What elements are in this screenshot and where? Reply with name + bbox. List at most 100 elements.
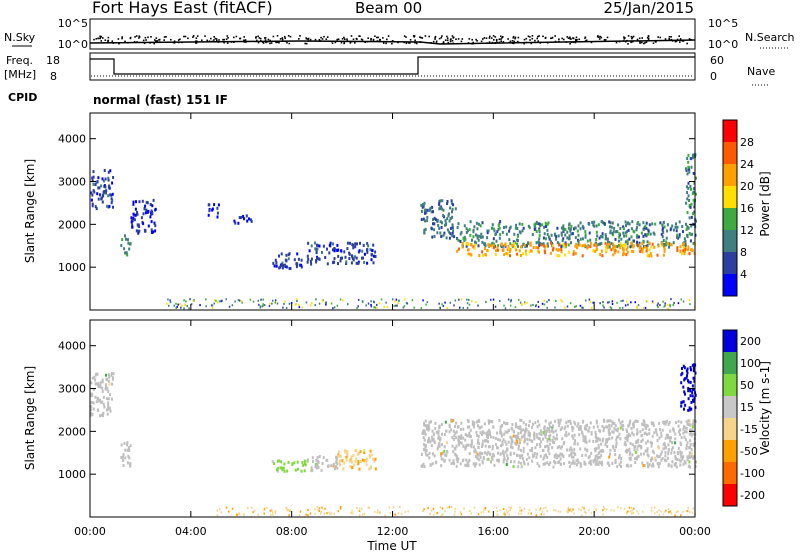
power-cell <box>533 228 536 231</box>
power-cell <box>606 246 609 250</box>
velocity-cell <box>597 443 600 447</box>
power-cell <box>685 228 688 231</box>
noise-dot <box>144 36 147 39</box>
velocity-cell <box>511 446 514 450</box>
velocity-cell <box>675 465 678 469</box>
noise-dot <box>97 37 100 40</box>
velocity-cell <box>537 419 539 423</box>
velocity-cell <box>474 464 477 468</box>
velocity-cell <box>654 512 656 515</box>
noise-dot <box>372 38 375 41</box>
power-cell <box>107 194 110 198</box>
power-cell <box>684 241 687 245</box>
power-cell <box>451 234 454 238</box>
power-cell <box>516 239 519 243</box>
velocity-cell <box>543 454 546 458</box>
power-cell <box>617 223 620 227</box>
velocity-cell <box>560 426 563 430</box>
velocity-cell <box>528 438 531 442</box>
noise-dot <box>99 37 101 40</box>
velocity-cell <box>630 426 633 430</box>
velocity-cell <box>690 452 693 456</box>
velocity-cell <box>457 457 460 461</box>
power-cell <box>498 226 501 230</box>
velocity-cell <box>527 512 530 515</box>
velocity-cell <box>388 506 391 509</box>
noise-dot <box>243 39 245 42</box>
power-cell <box>638 235 640 239</box>
power-cell <box>544 221 547 225</box>
velocity-cell <box>477 434 480 438</box>
noise-dot <box>195 42 197 44</box>
velocity-cell <box>314 463 317 466</box>
noise-dot <box>676 38 679 41</box>
velocity-cell <box>682 385 685 389</box>
velocity-cell <box>672 427 674 431</box>
noise-dot <box>265 41 267 44</box>
power-cell <box>337 254 340 258</box>
velocity-cell <box>513 451 516 455</box>
noise-dot <box>222 38 224 41</box>
power-cell <box>378 302 381 305</box>
velocity-cell <box>315 465 318 469</box>
velocity-cell <box>611 420 614 424</box>
velocity-cell <box>689 380 692 384</box>
noise-dot <box>509 40 512 43</box>
velocity-cell <box>96 382 99 386</box>
noise-dot <box>102 37 104 39</box>
power-cell <box>691 248 694 252</box>
power-cell <box>173 304 176 307</box>
velocity-cell <box>501 451 504 455</box>
velocity-cell <box>92 407 95 411</box>
velocity-cell <box>490 456 493 459</box>
velocity-cell <box>546 437 549 441</box>
power-cell <box>484 242 487 246</box>
velocity-cell <box>220 511 223 514</box>
power-cell <box>645 249 648 253</box>
velocity-cell <box>427 440 430 444</box>
power-cell <box>572 250 575 254</box>
power-cell <box>652 301 654 304</box>
power-cell <box>647 229 650 233</box>
power-cell <box>457 247 460 251</box>
power-cell <box>560 233 563 237</box>
power-cell <box>442 208 445 212</box>
velocity-cell <box>350 512 352 514</box>
velocity-cell <box>533 437 536 441</box>
velocity-cell <box>438 444 441 448</box>
velocity-cell <box>538 464 541 468</box>
velocity-cell <box>121 455 124 459</box>
noise-dot <box>138 37 140 39</box>
power-cell <box>90 191 93 195</box>
power-cell <box>365 304 367 307</box>
noise-dot <box>305 42 308 45</box>
noise-dot <box>647 35 650 37</box>
power-cell <box>492 227 495 231</box>
velocity-cell <box>615 438 618 442</box>
power-cell <box>138 229 141 233</box>
velocity-cell <box>629 458 632 462</box>
velocity-cell <box>424 419 427 423</box>
power-cell <box>692 190 695 194</box>
power-cell <box>282 306 284 309</box>
power-cell <box>168 304 170 307</box>
velocity-cell <box>589 459 592 463</box>
velocity-cell <box>548 463 550 466</box>
velocity-cell <box>384 514 386 517</box>
power-cell <box>501 230 504 234</box>
velocity-cell <box>689 456 692 459</box>
velocity-cell <box>624 440 627 444</box>
velocity-cell <box>505 442 508 446</box>
power-cell <box>333 257 336 261</box>
velocity-cell <box>606 461 609 465</box>
velocity-cell <box>443 445 446 449</box>
time-axis-ticks: 00:00 04:00 08:00 12:00 16:00 20:00 00:00 <box>74 525 711 538</box>
power-cell <box>150 220 153 224</box>
velocity-cell <box>469 428 472 432</box>
noise-dot <box>645 41 648 43</box>
velocity-cell <box>537 437 540 440</box>
noise-dot <box>377 36 379 39</box>
velocity-cell <box>473 421 476 425</box>
power-cell <box>179 303 181 306</box>
noise-dot <box>204 35 206 37</box>
